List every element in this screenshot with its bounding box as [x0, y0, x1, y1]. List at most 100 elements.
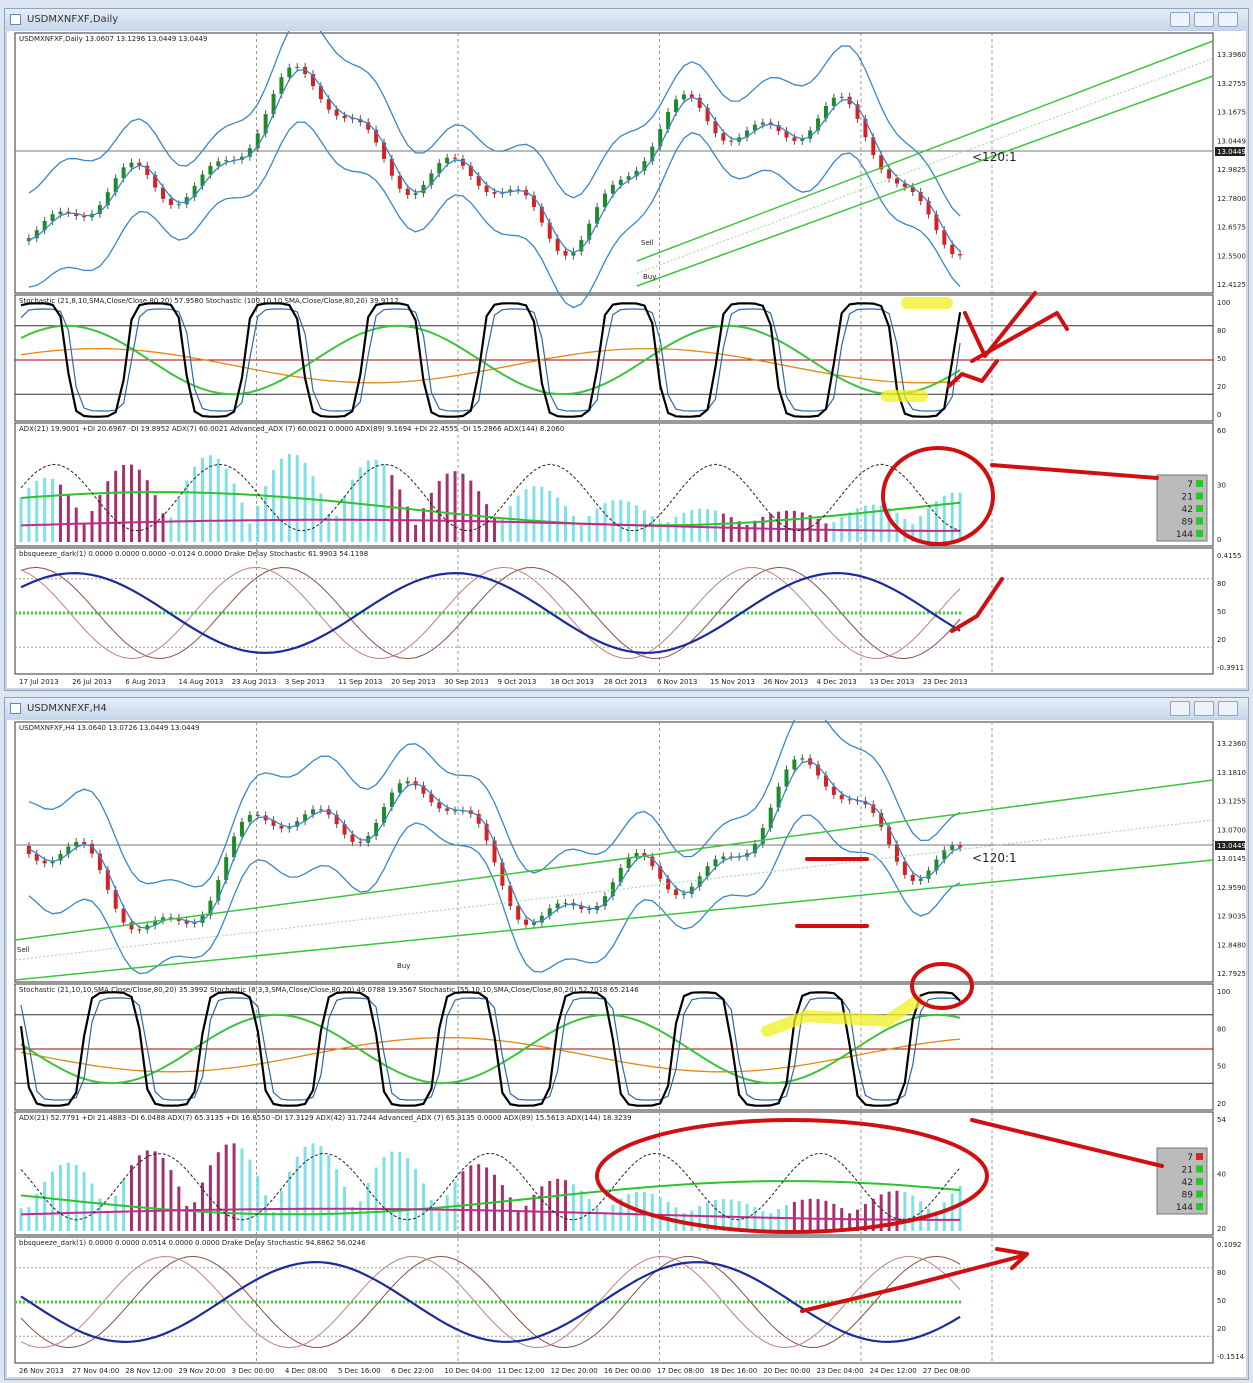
candle: [910, 874, 915, 881]
candle: [595, 207, 600, 224]
scale-label: 100: [1217, 988, 1230, 996]
adx-bar: [382, 1156, 386, 1231]
adx-bar: [627, 1194, 631, 1231]
candle: [500, 862, 505, 886]
candle: [752, 843, 757, 854]
adx-magenta: [20, 1207, 961, 1221]
candle: [358, 841, 363, 843]
ratio-annotation: <120:1: [972, 150, 1017, 164]
candle: [287, 67, 292, 78]
candle: [934, 859, 939, 871]
adx-bar: [532, 1194, 536, 1231]
scale-label: -0.3911: [1217, 664, 1244, 672]
date-label: 30 Sep 2013: [444, 678, 488, 686]
adx-bar: [303, 1146, 307, 1231]
candle: [105, 870, 110, 890]
candle: [658, 866, 663, 879]
candle: [184, 197, 189, 205]
candle: [689, 886, 694, 894]
adx-bar: [311, 476, 315, 542]
adx-bar: [129, 464, 133, 542]
window-title: USDMXNFXF,Daily: [27, 14, 119, 25]
buy-label: Buy: [397, 962, 410, 970]
drake-line: [20, 1255, 961, 1349]
restore-button[interactable]: [1194, 701, 1214, 716]
candle: [263, 815, 268, 821]
adx-bar: [942, 495, 946, 542]
sell-label: Sell: [641, 239, 654, 247]
restore-button[interactable]: [1194, 12, 1214, 27]
red-stroke: [800, 1254, 1024, 1313]
close-button[interactable]: [1218, 12, 1238, 27]
scale-label: 50: [1217, 1063, 1226, 1071]
chart-window: USDMXNFXF,H4 USDMXNFXF,H4 13.0640 13.0726…: [4, 697, 1249, 1380]
buy-label: Buy: [643, 273, 656, 281]
adx-bar: [887, 1191, 891, 1231]
minimize-button[interactable]: [1170, 701, 1190, 716]
close-button[interactable]: [1218, 701, 1238, 716]
minimize-button[interactable]: [1170, 12, 1190, 27]
date-label: 18 Dec 16:00: [710, 1367, 757, 1375]
candle: [879, 812, 884, 827]
candle: [610, 882, 615, 897]
candle: [105, 192, 110, 206]
candle: [113, 889, 118, 909]
adx-bar: [137, 469, 141, 542]
adx-bar: [950, 492, 954, 542]
candle: [800, 138, 805, 141]
candle: [918, 878, 923, 881]
scale-label: 0.4155: [1217, 552, 1242, 560]
adx-bar: [279, 458, 283, 542]
adx-bar: [66, 1162, 70, 1231]
price-label: 13.1255: [1217, 798, 1246, 806]
adx-bar: [445, 1195, 449, 1231]
candle: [437, 802, 442, 809]
window-icon: [10, 703, 21, 714]
adx-bar: [177, 1186, 181, 1231]
candle: [602, 896, 607, 906]
stoch-green: [20, 324, 961, 396]
candle: [255, 815, 260, 817]
adx-bar: [532, 486, 536, 542]
candle: [421, 785, 426, 794]
candle: [626, 176, 631, 180]
adx-bar: [792, 1201, 796, 1231]
scale-label: 80: [1217, 580, 1226, 588]
candle: [350, 118, 355, 120]
candle: [389, 792, 394, 808]
adx-bar: [548, 490, 552, 542]
adx-bar: [114, 470, 118, 542]
adx-bar: [19, 1208, 23, 1231]
adx-bar: [327, 513, 331, 542]
candle: [358, 119, 363, 123]
legend-entry: 7: [1187, 480, 1193, 490]
adx-bar: [169, 1170, 173, 1231]
adx-bar: [27, 487, 31, 542]
scale-label: 20: [1217, 1225, 1226, 1233]
candle: [571, 251, 576, 256]
adx-bar: [98, 1198, 102, 1231]
adx-bar: [421, 508, 425, 542]
adx-bar: [666, 1202, 670, 1231]
adx-bar: [248, 1159, 252, 1231]
adx-bar: [611, 1204, 615, 1231]
price-label: 12.9825: [1217, 166, 1246, 174]
adx-bar: [461, 473, 465, 542]
candle: [816, 764, 821, 776]
candle: [453, 810, 458, 812]
drake-line: [20, 566, 961, 660]
legend-swatch: [1196, 505, 1203, 512]
adx-bar: [153, 1151, 157, 1231]
candle: [729, 140, 734, 142]
red-stroke: [970, 1118, 1164, 1168]
candle: [303, 66, 308, 75]
adx-bar: [753, 520, 757, 542]
candle: [800, 758, 805, 760]
candle: [303, 814, 308, 822]
panel-frame: [14, 547, 1214, 675]
adx-bar: [579, 1190, 583, 1231]
date-label: 6 Aug 2013: [125, 678, 165, 686]
legend-entry: 21: [1182, 493, 1193, 503]
candle: [524, 189, 529, 196]
adx-legend: 7 21 42 89 144: [1156, 474, 1208, 542]
